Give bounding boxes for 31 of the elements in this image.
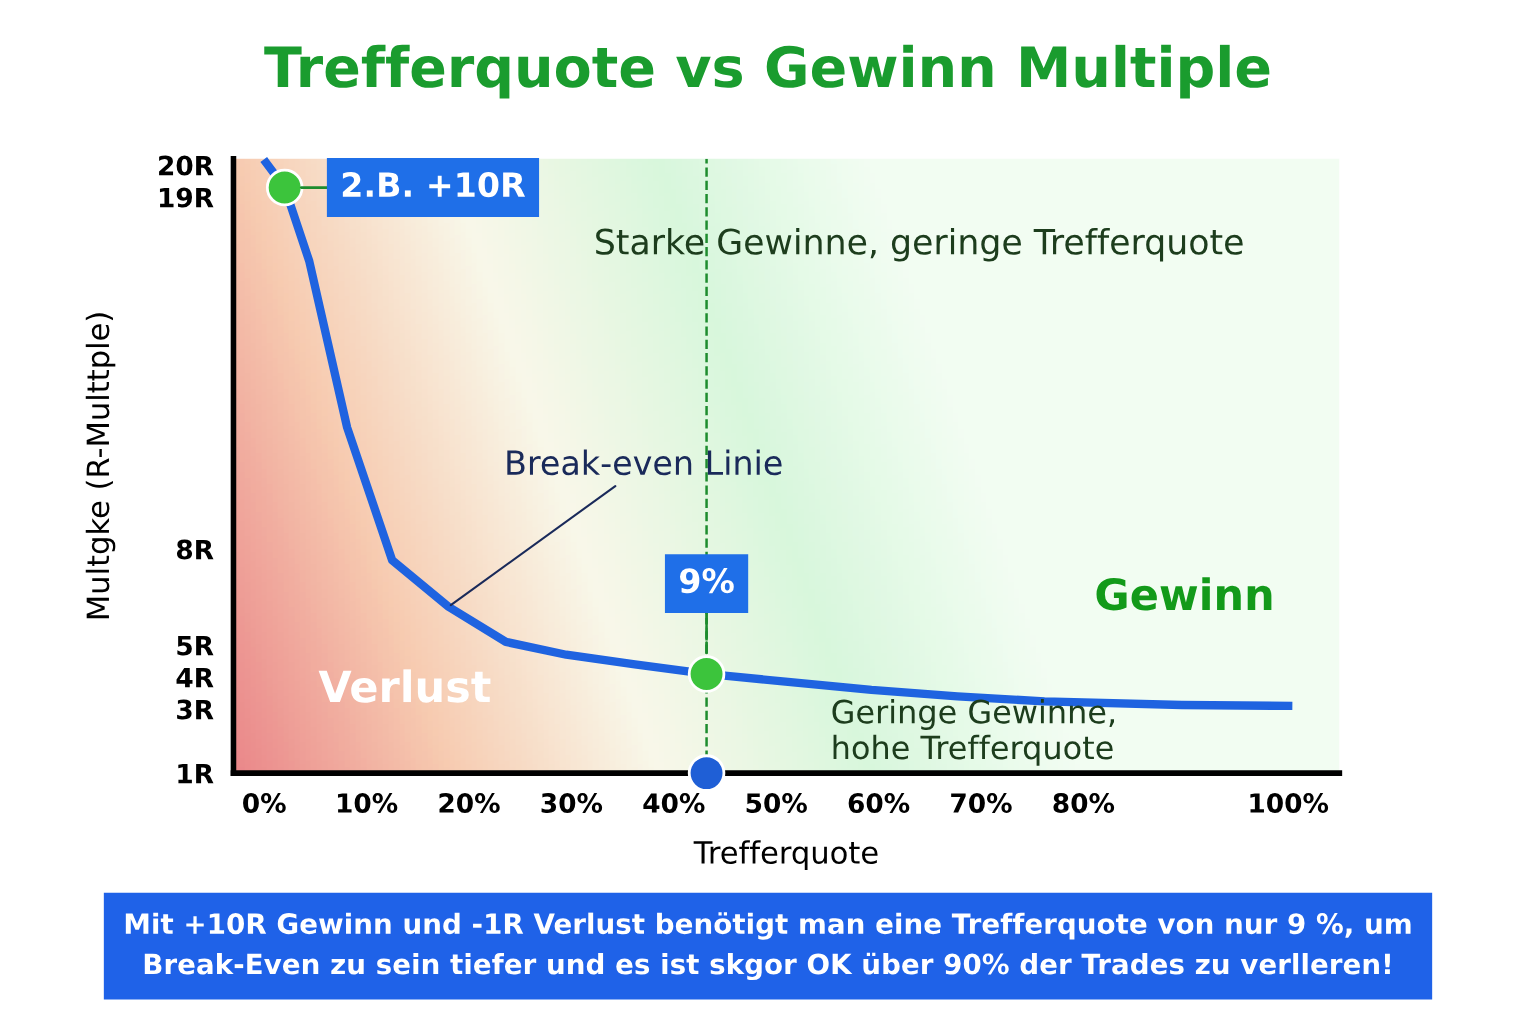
y-tick-label: 19R (159, 187, 214, 208)
y-tick-label: 5R (177, 635, 214, 656)
y-tick-label: 8R (176, 539, 214, 560)
annotation: Break-even Linie (507, 449, 782, 476)
x-axis-title: Trefferquote (693, 840, 878, 870)
x-tick-label: 100% (1250, 793, 1329, 813)
point (265, 168, 304, 207)
x-tick-label: 50% (746, 793, 807, 813)
y-axis-title: Multgke (R-Multtple) (85, 313, 116, 619)
annotation: Geringe Gewinne, hohe Trefferquote (832, 699, 1114, 766)
x-tick-label: 30% (541, 793, 603, 813)
x-tick-label: 20% (439, 793, 500, 813)
annotation: Verlust (318, 669, 491, 703)
y-tick-label: 20R (159, 155, 214, 176)
x-tick-label: 80% (1053, 793, 1115, 813)
annotation: Gewinn (1096, 577, 1272, 611)
chart-title: Trefferquote vs Gewinn Multiple (264, 44, 1270, 99)
annotation: 9% (679, 568, 734, 594)
x-tick-label: 10% (337, 793, 398, 813)
point (687, 754, 726, 792)
point (687, 655, 726, 693)
y-tick-label: 1R (178, 763, 214, 784)
x-tick-label: 0% (243, 793, 286, 813)
x-tick-label: 40% (643, 793, 705, 813)
y-tick-label: 3R (177, 699, 214, 720)
y-tick-label: 4R (176, 667, 214, 688)
annotation: 2.B. +10R (342, 171, 526, 198)
text: Mit +10R Gewinn und -1R Verlust benötigt man eine Trefferquote von nur 9 %, um Break-Even zu sein tiefer und es ist skgor OK über 90% der Trades zu verlleren! (125, 912, 1411, 981)
x-tick-label: 70% (951, 793, 1012, 813)
annotation: Starke Gewinne, geringe Trefferquote (596, 227, 1243, 262)
x-tick-label: 60% (848, 793, 910, 813)
